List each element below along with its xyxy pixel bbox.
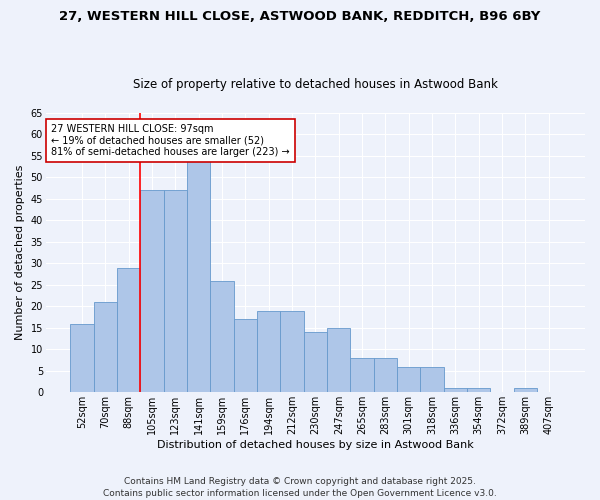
Bar — [514, 388, 537, 392]
Text: 27 WESTERN HILL CLOSE: 97sqm
← 19% of detached houses are smaller (52)
81% of se: 27 WESTERN HILL CLOSE: 97sqm ← 19% of de… — [51, 124, 290, 158]
Bar — [350, 358, 374, 392]
Bar — [234, 319, 257, 392]
Bar — [374, 358, 397, 392]
X-axis label: Distribution of detached houses by size in Astwood Bank: Distribution of detached houses by size … — [157, 440, 474, 450]
Bar — [94, 302, 117, 392]
Bar — [467, 388, 490, 392]
Bar — [444, 388, 467, 392]
Bar — [117, 268, 140, 392]
Bar — [164, 190, 187, 392]
Bar — [397, 366, 421, 392]
Bar — [327, 328, 350, 392]
Bar — [70, 324, 94, 392]
Y-axis label: Number of detached properties: Number of detached properties — [15, 165, 25, 340]
Bar — [304, 332, 327, 392]
Bar — [257, 310, 280, 392]
Bar — [421, 366, 444, 392]
Bar — [280, 310, 304, 392]
Bar — [140, 190, 164, 392]
Bar — [211, 280, 234, 392]
Text: Contains HM Land Registry data © Crown copyright and database right 2025.
Contai: Contains HM Land Registry data © Crown c… — [103, 476, 497, 498]
Text: 27, WESTERN HILL CLOSE, ASTWOOD BANK, REDDITCH, B96 6BY: 27, WESTERN HILL CLOSE, ASTWOOD BANK, RE… — [59, 10, 541, 23]
Bar — [187, 160, 211, 392]
Title: Size of property relative to detached houses in Astwood Bank: Size of property relative to detached ho… — [133, 78, 498, 91]
